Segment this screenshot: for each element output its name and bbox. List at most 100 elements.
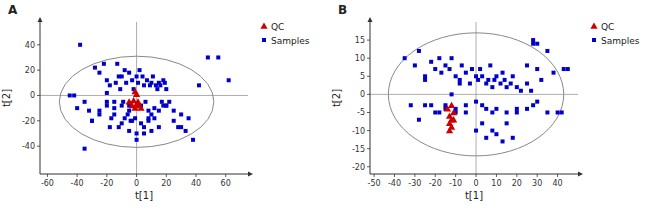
point [450, 116, 457, 122]
point [108, 125, 112, 129]
point [123, 116, 127, 120]
point [146, 109, 150, 113]
point [134, 98, 141, 104]
y-tick-label: 20 [25, 66, 35, 75]
point [191, 138, 195, 142]
point [545, 49, 549, 53]
point [164, 104, 168, 108]
x-tick-label: 60 [221, 179, 231, 188]
point [446, 127, 453, 133]
point [112, 106, 116, 110]
point [72, 93, 76, 97]
y-tick [367, 112, 370, 113]
point [160, 100, 164, 104]
point [529, 89, 533, 93]
point [488, 63, 492, 67]
point [97, 71, 101, 75]
point [172, 109, 176, 113]
point [155, 87, 159, 91]
point [164, 104, 168, 108]
point [135, 74, 139, 78]
y-tick-label: 40 [25, 41, 35, 50]
point [117, 125, 121, 129]
point [539, 78, 543, 82]
point [460, 63, 464, 67]
point [105, 100, 109, 104]
point [474, 100, 478, 104]
point [515, 110, 519, 114]
x-tick-label: 40 [553, 179, 563, 188]
legend-label: Samples [601, 36, 640, 46]
point [138, 68, 142, 72]
point [197, 83, 201, 87]
legend: QCSamples [590, 22, 639, 46]
point [158, 83, 162, 87]
x-tick-label: -10 [449, 179, 462, 188]
point [227, 78, 231, 82]
reference-line [370, 94, 578, 95]
x-tick [557, 174, 558, 177]
point [531, 103, 535, 107]
point [216, 55, 220, 59]
x-tick [476, 174, 477, 177]
y-axis-arrow [368, 17, 373, 22]
axes: -50-40-30-20-10010203040-20-15-10-505101… [352, 17, 583, 188]
point [417, 49, 421, 53]
x-tick [196, 174, 197, 177]
x-axis-label: t[1] [135, 190, 153, 201]
point [562, 67, 566, 71]
x-tick-label: 40 [191, 179, 201, 188]
point [136, 81, 140, 85]
point [413, 63, 417, 67]
point [474, 74, 478, 78]
reference-line [136, 22, 137, 174]
point [141, 74, 145, 78]
panel: B-50-40-30-20-10010203040-20-15-10-50510… [331, 3, 640, 201]
x-tick-label: 0 [134, 179, 139, 188]
x-axis-arrow [248, 172, 253, 177]
y-tick-label: -20 [22, 117, 35, 126]
point [75, 106, 79, 110]
point [109, 116, 113, 120]
x-tick [225, 174, 226, 177]
y-axis-label: t[2] [331, 89, 342, 107]
series [444, 102, 457, 134]
y-tick-label: 0 [30, 91, 35, 100]
point [151, 74, 155, 78]
y-axis-line [370, 22, 371, 174]
point [423, 78, 427, 82]
point [97, 112, 101, 116]
plot-area [40, 22, 248, 174]
x-tick [414, 174, 415, 177]
point [531, 38, 535, 42]
point [499, 82, 503, 86]
x-axis-line [40, 174, 248, 175]
y-tick [37, 120, 40, 121]
y-tick-label: 0 [360, 90, 365, 99]
x-tick-label: 0 [473, 179, 478, 188]
x-tick [516, 174, 517, 177]
point [123, 68, 127, 72]
point [179, 125, 183, 129]
point [163, 81, 167, 85]
point [484, 136, 488, 140]
point [490, 129, 494, 133]
x-tick [496, 174, 497, 177]
x-axis-label: t[1] [465, 190, 483, 201]
point [443, 63, 447, 67]
point [492, 78, 496, 82]
point [120, 104, 124, 108]
point [484, 107, 488, 111]
point [433, 110, 437, 114]
series [403, 38, 570, 143]
point [409, 103, 413, 107]
x-tick [374, 174, 375, 177]
point [525, 107, 529, 111]
x-tick [435, 174, 436, 177]
point [152, 106, 156, 110]
x-tick [166, 174, 167, 177]
point [152, 116, 156, 120]
point [139, 121, 143, 125]
point [515, 107, 519, 111]
point [127, 129, 131, 133]
